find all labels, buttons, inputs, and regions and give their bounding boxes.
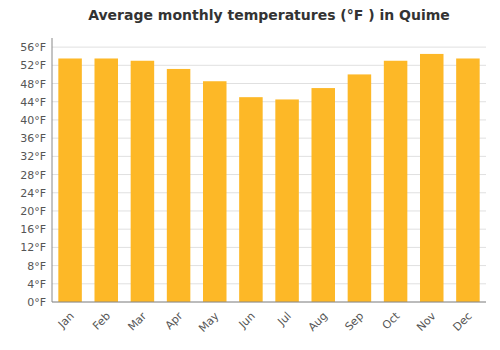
grid-line	[52, 47, 486, 48]
x-tick-label: Aug	[306, 310, 330, 334]
y-tick-label: 28°F	[20, 169, 46, 182]
y-tick-label: 40°F	[20, 114, 46, 127]
x-axis: Jan Feb Mar Apr May Jun Jul Aug Sep Oct Nov Dec	[52, 302, 486, 335]
x-tick-label: Jun	[236, 310, 258, 332]
bar	[58, 58, 82, 302]
bar	[94, 58, 118, 302]
y-tick-label: 56°F	[20, 41, 46, 54]
y-tick-label: 52°F	[20, 59, 46, 72]
bar	[203, 81, 227, 302]
x-tick-label: May	[196, 309, 222, 335]
bar	[311, 88, 335, 302]
bar	[167, 69, 191, 302]
x-tick-label: Jan	[55, 310, 77, 332]
chart: Average monthly temperatures (°F ) in Qu…	[0, 0, 500, 350]
x-tick-label: Feb	[90, 310, 113, 333]
y-tick-label: 44°F	[20, 96, 46, 109]
x-tick-label: Jul	[275, 310, 294, 329]
x-tick-label: Apr	[163, 309, 186, 332]
y-tick-label: 32°F	[20, 150, 46, 163]
x-tick-label: Mar	[125, 309, 149, 333]
x-axis-line	[52, 302, 486, 303]
grid	[52, 47, 486, 302]
bar	[420, 54, 444, 302]
bar	[131, 61, 155, 302]
x-tick-label: Dec	[450, 310, 474, 334]
y-axis: 0°F 4°F 8°F 12°F 16°F 20°F 24°F 28°F 32°F 36°F 40°…	[20, 38, 52, 309]
bar	[456, 58, 480, 302]
y-tick-label: 48°F	[20, 78, 46, 91]
bar	[384, 61, 408, 302]
y-tick-label: 8°F	[27, 260, 46, 273]
chart-container: Average monthly temperatures (°F ) in Qu…	[0, 0, 500, 350]
bar	[275, 99, 299, 302]
y-tick-label: 16°F	[20, 223, 46, 236]
y-tick-label: 0°F	[27, 296, 46, 309]
x-tick-label: Oct	[380, 309, 403, 332]
bar	[348, 74, 372, 302]
grid-line	[52, 302, 486, 303]
title: Average monthly temperatures (°F ) in Qu…	[88, 7, 450, 23]
x-tick-label: Sep	[342, 310, 366, 334]
x-tick-label: Nov	[414, 309, 439, 334]
y-axis-line	[52, 38, 53, 302]
bars	[58, 54, 479, 302]
y-tick-label: 4°F	[27, 278, 46, 291]
y-tick-label: 36°F	[20, 132, 46, 145]
y-tick-label: 24°F	[20, 187, 46, 200]
y-tick-label: 12°F	[20, 241, 46, 254]
bar	[239, 97, 263, 302]
y-tick-label: 20°F	[20, 205, 46, 218]
